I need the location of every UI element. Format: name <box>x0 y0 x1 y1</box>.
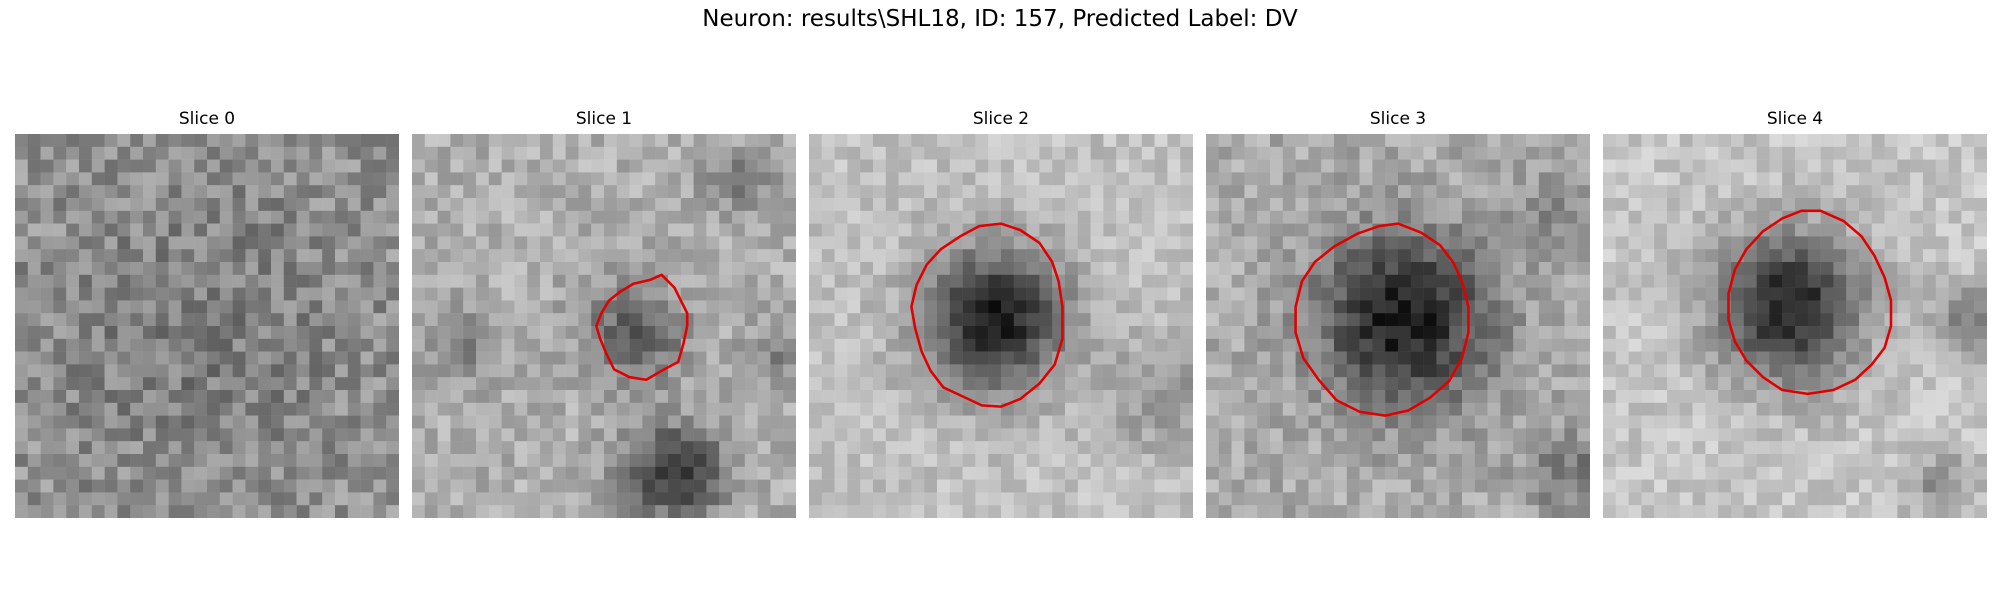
slice-title: Slice 3 <box>1369 109 1427 129</box>
roi-contour <box>910 222 1064 408</box>
slice-image <box>412 134 796 518</box>
roi-contour <box>1727 209 1893 396</box>
slice-title: Slice 2 <box>972 109 1030 129</box>
slice-title: Slice 4 <box>1766 109 1824 129</box>
slice-image <box>809 134 1193 518</box>
roi-contour <box>595 273 689 382</box>
figure-title: Neuron: results\SHL18, ID: 157, Predicte… <box>702 6 1298 32</box>
roi-contour <box>1294 222 1470 417</box>
slice-image <box>15 134 399 518</box>
slice-title: Slice 1 <box>575 109 633 129</box>
slice-image <box>1206 134 1590 518</box>
slice-title: Slice 0 <box>178 109 236 129</box>
slice-image <box>1603 134 1987 518</box>
